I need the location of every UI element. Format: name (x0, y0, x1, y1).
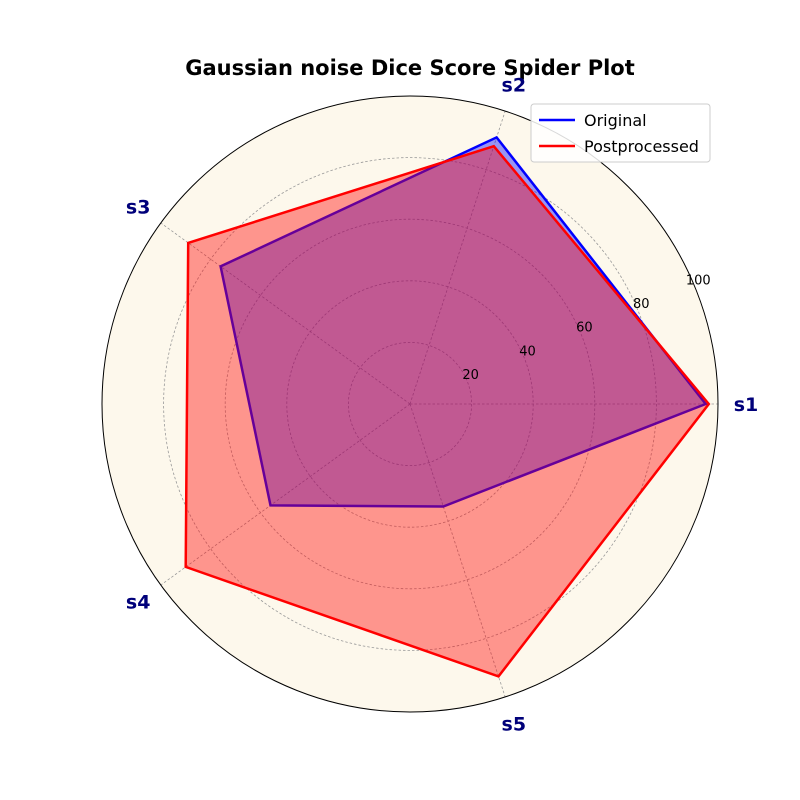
tick-label-40: 40 (519, 344, 536, 359)
tick-label-100: 100 (686, 274, 711, 289)
axis-label-s4: s4 (126, 592, 151, 614)
legend-label-postprocessed: Postprocessed (584, 137, 699, 156)
legend: Original Postprocessed (530, 103, 711, 163)
spoke-s2 (409, 110, 506, 405)
radial-tick-labels: 20 40 60 80 100 (462, 274, 710, 383)
legend-label-original: Original (584, 111, 647, 130)
tick-label-60: 60 (576, 321, 593, 336)
series-line-original (219, 135, 708, 508)
grid-circle-20 (347, 341, 472, 466)
series-area-postprocessed (185, 146, 709, 677)
axis-labels: s1 s2 s3 s4 s5 (126, 74, 758, 735)
spoke-s4 (160, 403, 411, 586)
axis-label-s2: s2 (502, 74, 527, 96)
series-line-postprocessed (184, 144, 711, 678)
grid-circle-80 (163, 157, 657, 651)
series-layer (184, 135, 711, 678)
outer-circle (101, 95, 719, 713)
axis-label-s5: s5 (502, 714, 527, 736)
axis-label-s3: s3 (126, 197, 151, 219)
axis-label-s1: s1 (734, 394, 759, 416)
spoke-s3 (160, 222, 411, 405)
tick-label-20: 20 (462, 368, 479, 383)
legend-box (530, 103, 711, 163)
tick-label-80: 80 (633, 297, 650, 312)
chart-title: Gaussian noise Dice Score Spider Plot (185, 56, 635, 80)
spoke-s5 (409, 403, 506, 698)
series-area-original (220, 137, 706, 507)
